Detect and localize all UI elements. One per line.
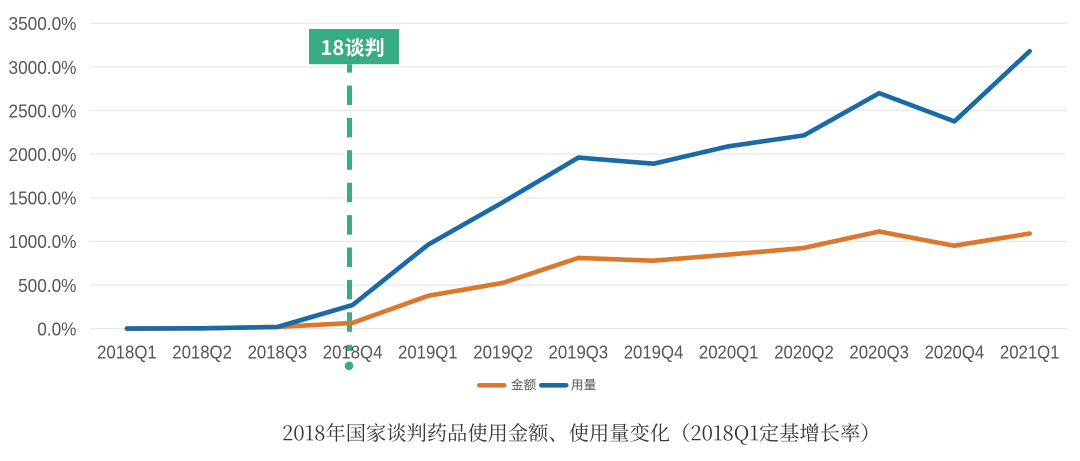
svg-text:2018Q4: 2018Q4 bbox=[323, 343, 383, 363]
svg-text:2000.0%: 2000.0% bbox=[9, 144, 77, 165]
svg-text:2019Q4: 2019Q4 bbox=[624, 343, 684, 363]
svg-text:3500.0%: 3500.0% bbox=[9, 13, 77, 34]
svg-text:2020Q3: 2020Q3 bbox=[849, 343, 909, 363]
svg-text:2020Q2: 2020Q2 bbox=[774, 343, 834, 363]
svg-text:1500.0%: 1500.0% bbox=[9, 188, 77, 209]
svg-text:2020Q4: 2020Q4 bbox=[925, 343, 985, 363]
svg-text:0.0%: 0.0% bbox=[37, 318, 76, 339]
svg-text:1000.0%: 1000.0% bbox=[9, 231, 77, 252]
svg-text:2500.0%: 2500.0% bbox=[9, 100, 77, 121]
svg-text:500.0%: 500.0% bbox=[18, 275, 76, 296]
svg-text:2021Q1: 2021Q1 bbox=[1000, 343, 1060, 363]
svg-text:2018Q2: 2018Q2 bbox=[172, 343, 232, 363]
svg-text:2019Q3: 2019Q3 bbox=[549, 343, 609, 363]
svg-text:3000.0%: 3000.0% bbox=[9, 57, 77, 78]
svg-text:2019Q2: 2019Q2 bbox=[473, 343, 533, 363]
svg-text:2018Q1: 2018Q1 bbox=[97, 343, 157, 363]
svg-text:2019Q1: 2019Q1 bbox=[398, 343, 458, 363]
svg-text:2020Q1: 2020Q1 bbox=[699, 343, 759, 363]
svg-text:2018Q3: 2018Q3 bbox=[248, 343, 308, 363]
